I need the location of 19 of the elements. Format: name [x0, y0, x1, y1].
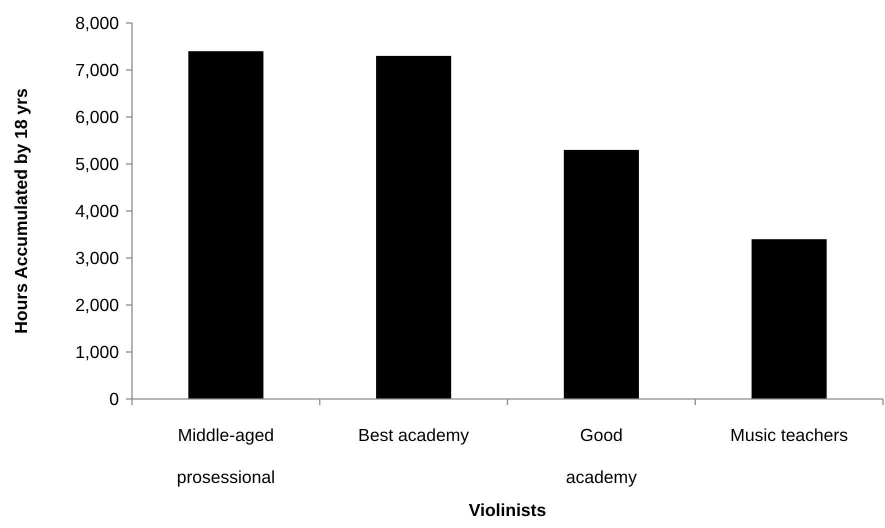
y-tick-label: 8,000 — [75, 13, 120, 34]
category-label: Good academy — [566, 425, 637, 487]
y-tick-label: 1,000 — [75, 342, 120, 362]
y-tick-label: 6,000 — [75, 107, 120, 128]
y-tick-label: 2,000 — [75, 295, 120, 316]
x-tick-label: Best academy — [358, 425, 470, 445]
y-tick-label: 3,000 — [75, 248, 120, 268]
y-axis-title: Hours Accumulated by 18 yrs — [11, 88, 31, 334]
category-label: Middle-aged prosessional — [176, 425, 275, 487]
x-tick-label: Music teachers — [730, 425, 848, 445]
y-tick-label: 5,000 — [75, 154, 120, 174]
bar — [376, 56, 452, 399]
y-tick-label: 4,000 — [75, 201, 120, 222]
bar — [752, 239, 827, 399]
y-tick-label: 0 — [109, 389, 120, 410]
y-tick-label: 7,000 — [75, 60, 120, 80]
bar — [188, 51, 264, 399]
bar — [564, 150, 639, 399]
x-axis-title: Violinists — [468, 500, 546, 520]
